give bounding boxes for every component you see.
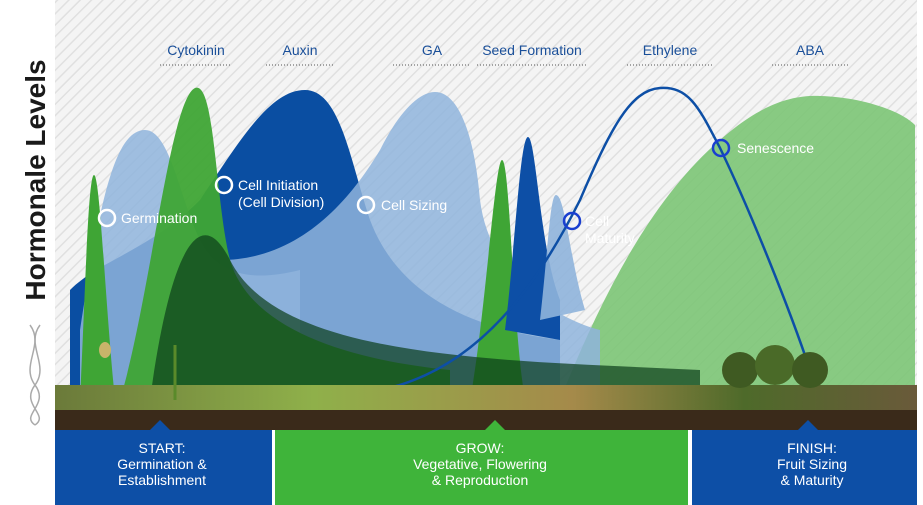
phase-text: Germination &	[117, 456, 207, 472]
stage-markers	[97, 138, 731, 231]
stage-label: Cell Sizing	[381, 197, 447, 213]
phase-text: Vegetative, Flowering	[413, 456, 547, 472]
phase-text: Establishment	[118, 472, 206, 488]
phase-title: FINISH:	[787, 440, 837, 456]
stage-label: Maturity	[585, 230, 635, 246]
dna-icon	[29, 324, 41, 426]
phase-text: Fruit Sizing	[777, 456, 847, 472]
ground	[55, 342, 917, 430]
stage-label: Germination	[121, 210, 197, 226]
stage-label: Cell Initiation	[238, 177, 318, 193]
phase-title: GROW:	[456, 440, 505, 456]
hormone-label: Cytokinin	[167, 42, 225, 58]
phase-text: & Reproduction	[432, 472, 529, 488]
hormone-label: GA	[422, 42, 443, 58]
hormone-label: Auxin	[282, 42, 317, 58]
phase-bands	[55, 420, 917, 505]
hormone-label: Seed Formation	[482, 42, 582, 58]
hormone-label: ABA	[796, 42, 825, 58]
stage-label: Cell	[585, 213, 609, 229]
hormone-label: Ethylene	[643, 42, 698, 58]
y-axis-label: Hormonale Levels	[20, 59, 51, 300]
phase-text: & Maturity	[780, 472, 843, 488]
phase-title: START:	[139, 440, 186, 456]
stage-label: (Cell Division)	[238, 194, 324, 210]
hormone-curves	[70, 86, 915, 401]
stage-label: Senescence	[737, 140, 814, 156]
